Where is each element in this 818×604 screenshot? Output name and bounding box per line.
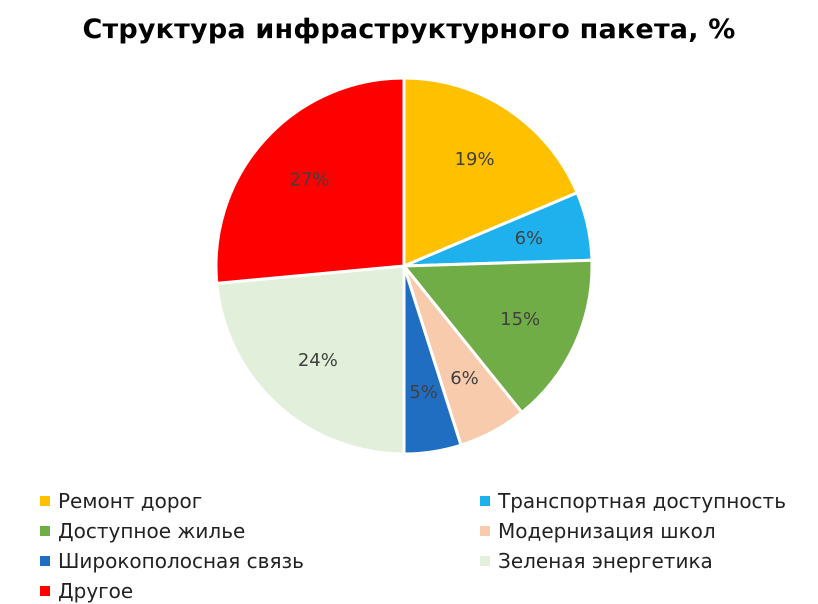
pie-slice-7 — [214, 76, 406, 285]
legend-item-6: Зеленая энергетика — [480, 548, 818, 574]
legend-label: Другое — [58, 579, 134, 603]
legend-label: Доступное жилье — [58, 519, 246, 543]
pie-slice-3 — [400, 258, 594, 415]
legend-item-5: Широкополосная связь — [40, 548, 480, 574]
data-label-4: 6% — [450, 368, 479, 389]
legend-swatch — [480, 526, 490, 536]
pie-slice-1 — [402, 76, 580, 269]
data-label-7: 27% — [290, 169, 330, 190]
data-label-3: 15% — [500, 309, 540, 330]
pie-chart: 19% 6% 15% 6% 5% 24% 27% — [214, 76, 594, 456]
legend-label: Модернизация школ — [498, 519, 716, 543]
data-label-6: 24% — [298, 350, 338, 371]
legend-swatch — [40, 496, 50, 506]
legend-swatch — [480, 496, 490, 506]
legend-swatch — [40, 526, 50, 536]
legend-label: Транспортная доступность — [498, 489, 786, 513]
legend-item-3: Доступное жилье — [40, 518, 480, 544]
legend-item-7: Другое — [40, 578, 480, 604]
legend-label: Зеленая энергетика — [498, 549, 713, 573]
data-label-2: 6% — [515, 228, 544, 249]
legend-label: Ремонт дорог — [58, 489, 203, 513]
legend-item-1: Ремонт дорог — [40, 488, 480, 514]
chart-legend: Ремонт дорог Транспортная доступность Дост… — [40, 488, 818, 604]
legend-swatch — [40, 556, 50, 566]
legend-item-4: Модернизация школ — [480, 518, 818, 544]
legend-item-2: Транспортная доступность — [480, 488, 818, 514]
pie-slice-6 — [215, 264, 406, 456]
data-label-5: 5% — [409, 382, 438, 403]
data-label-1: 19% — [455, 149, 495, 170]
legend-swatch — [40, 586, 50, 596]
legend-label: Широкополосная связь — [58, 549, 304, 573]
chart-title: Структура инфраструктурного пакета, % — [82, 14, 736, 45]
legend-swatch — [480, 556, 490, 566]
